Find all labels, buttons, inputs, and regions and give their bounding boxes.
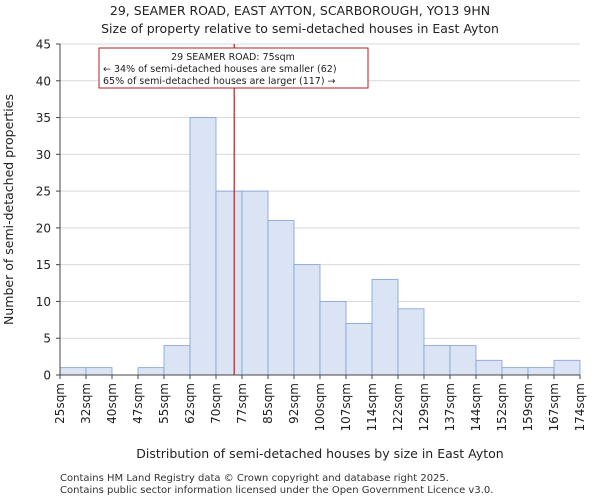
y-tick-label: 25 [36, 185, 51, 199]
x-tick-label: 144sqm [469, 383, 483, 431]
chart-title: 29, SEAMER ROAD, EAST AYTON, SCARBOROUGH… [109, 3, 491, 18]
annotation-line-2: ← 34% of semi-detached houses are smalle… [103, 64, 337, 75]
x-tick-label: 100sqm [313, 383, 327, 431]
bar [371, 278, 399, 376]
bar [85, 367, 113, 376]
bar [449, 345, 477, 376]
x-tick-label: 167sqm [547, 383, 561, 431]
bar [163, 345, 191, 376]
chart-subtitle: Size of property relative to semi-detach… [101, 21, 499, 36]
y-tick-label: 20 [36, 221, 51, 235]
bar [397, 308, 425, 376]
bar [241, 190, 269, 376]
x-tick-label: 137sqm [443, 383, 457, 431]
footer-line-2: Contains public sector information licen… [60, 485, 494, 496]
annotation-line-1: 29 SEAMER ROAD: 75sqm [171, 52, 295, 63]
x-tick-label: 85sqm [261, 383, 275, 424]
x-tick-label: 62sqm [183, 383, 197, 424]
x-tick-label: 47sqm [131, 383, 145, 424]
x-tick-label: 122sqm [391, 383, 405, 431]
annotation-box [98, 47, 369, 89]
x-tick-label: 159sqm [521, 383, 535, 431]
bar [215, 190, 243, 376]
x-tick-label: 77sqm [235, 383, 249, 424]
bar [137, 367, 165, 376]
y-tick-label: 10 [36, 295, 51, 309]
x-tick-label: 32sqm [79, 383, 93, 424]
bar [475, 359, 503, 376]
y-grid [60, 43, 580, 376]
x-tick-label: 40sqm [105, 383, 119, 424]
y-tick-label: 0 [43, 369, 51, 383]
histogram-chart: 0 5 10 15 20 25 30 35 40 45 25sqm 32sqm 40sqm 47sqm 5… [1, 38, 587, 462]
x-tick-label: 55sqm [157, 383, 171, 424]
bar [293, 264, 321, 376]
bar [189, 117, 217, 376]
y-ticks: 0 5 10 15 20 25 30 35 40 45 [36, 38, 60, 383]
y-tick-label: 5 [43, 332, 51, 346]
bar [527, 367, 555, 376]
y-tick-label: 30 [36, 148, 51, 162]
bar [319, 301, 347, 376]
bar [267, 220, 295, 376]
x-tick-label: 174sqm [573, 383, 587, 431]
y-axis-label: Number of semi-detached properties [1, 94, 16, 325]
bar [345, 323, 373, 376]
y-tick-label: 35 [36, 111, 51, 125]
x-tick-label: 25sqm [53, 383, 67, 424]
bar [553, 359, 581, 376]
y-tick-label: 45 [36, 38, 51, 52]
x-tick-label: 70sqm [209, 383, 223, 424]
y-tick-label: 15 [36, 258, 51, 272]
x-tick-label: 107sqm [339, 383, 353, 431]
bar [423, 345, 451, 376]
x-tick-label: 129sqm [417, 383, 431, 431]
bar [59, 367, 87, 376]
bars [59, 117, 581, 376]
bar [501, 367, 529, 376]
x-tick-label: 92sqm [287, 383, 301, 424]
x-axis-label: Distribution of semi-detached houses by … [136, 446, 503, 461]
footer-line-1: Contains HM Land Registry data © Crown c… [60, 473, 449, 484]
annotation-line-3: 65% of semi-detached houses are larger (… [103, 76, 336, 87]
x-tick-label: 114sqm [365, 383, 379, 431]
y-tick-label: 40 [36, 74, 51, 88]
x-tick-label: 152sqm [495, 383, 509, 431]
x-ticks: 25sqm 32sqm 40sqm 47sqm 55sqm 62sqm 70sqm 77sqm… [53, 375, 587, 431]
